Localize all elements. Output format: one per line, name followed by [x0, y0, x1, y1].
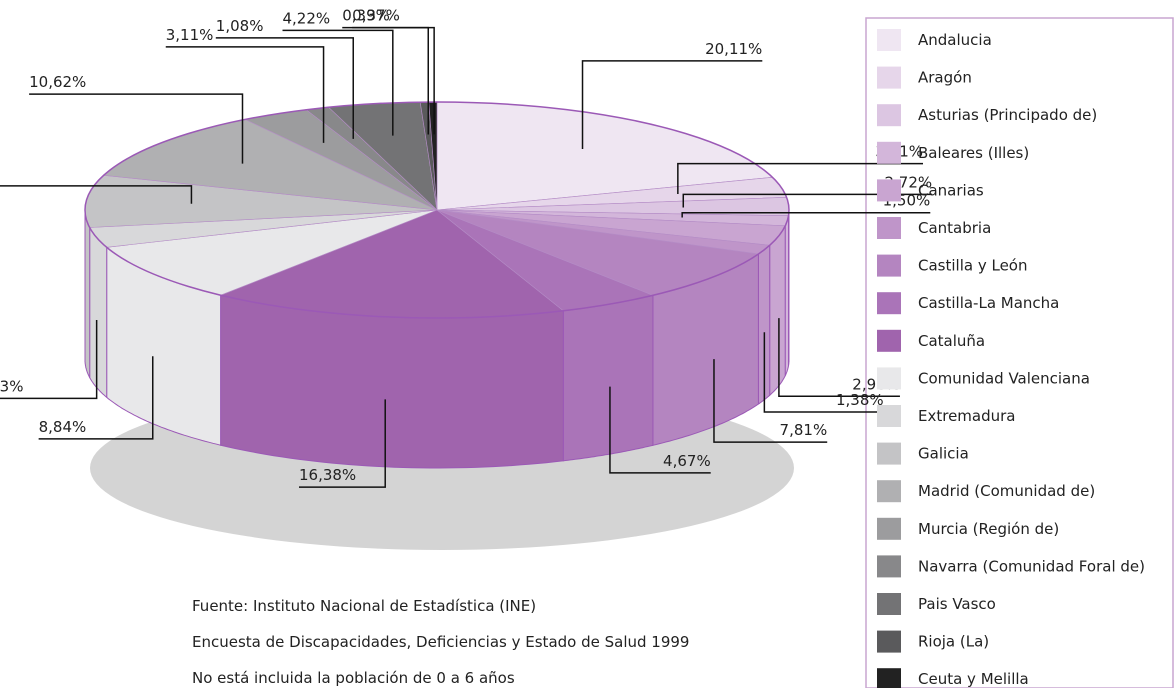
data-label: 8,84%	[39, 418, 87, 436]
legend-label: Castilla y León	[918, 257, 1027, 275]
legend-swatch	[877, 66, 901, 89]
leader-line	[29, 93, 244, 164]
legend-label: Comunidad Valenciana	[918, 369, 1090, 387]
data-label: 1,38%	[836, 391, 884, 409]
leader-line	[681, 211, 931, 218]
leader-line	[677, 162, 924, 195]
data-label: 4,67%	[663, 452, 711, 470]
pie-side	[89, 227, 108, 399]
leader-line	[38, 356, 154, 440]
leader-line	[581, 60, 763, 149]
note: Fuente: Instituto Nacional de Estadístic…	[192, 597, 536, 615]
legend-swatch	[877, 555, 901, 578]
legend-swatch	[877, 517, 901, 540]
legend-label: Aragón	[918, 69, 972, 87]
legend-swatch	[877, 254, 901, 277]
legend-swatch	[877, 29, 901, 51]
data-label: 4,22%	[283, 9, 331, 27]
legend-swatch	[877, 179, 901, 202]
legend-swatch	[877, 593, 901, 615]
leader-line	[299, 399, 386, 488]
pie-side	[220, 294, 564, 469]
leader-line	[609, 386, 711, 474]
legend-label: Baleares (Illes)	[918, 144, 1029, 162]
pie-side	[562, 294, 654, 462]
data-label: 10,62%	[29, 73, 86, 91]
data-label: 0,37%	[352, 7, 400, 25]
data-label: 7,81%	[780, 421, 828, 439]
legend-box	[865, 17, 1174, 688]
leader-line	[282, 29, 394, 136]
legend-label: Ceuta y Melilla	[918, 670, 1029, 688]
legend-label: Rioja (La)	[918, 633, 989, 651]
legend-label: Castilla-La Mancha	[918, 294, 1059, 312]
leader-line	[682, 193, 933, 208]
legend-swatch	[877, 104, 901, 127]
legend-swatch	[877, 442, 901, 465]
pie-side	[769, 225, 786, 397]
legend-swatch	[877, 630, 901, 653]
legend-label: Galicia	[918, 445, 969, 463]
leader-line	[352, 26, 435, 135]
legend-label: Navarra (Comunidad Foral de)	[918, 557, 1145, 575]
pie-rim	[84, 101, 790, 319]
legend-swatch	[877, 217, 901, 239]
legend-swatch	[877, 405, 901, 427]
legend-label: Asturias (Principado de)	[918, 106, 1097, 124]
legend-swatch	[877, 480, 901, 503]
note: Encuesta de Discapacidades, Deficiencias…	[192, 633, 689, 651]
legend-label: Andalucia	[918, 31, 992, 49]
legend-label: Pais Vasco	[918, 595, 996, 613]
leader-line	[165, 46, 325, 143]
leader-line	[763, 332, 884, 413]
data-label: 0,39%	[342, 7, 390, 25]
data-label: 1,08%	[216, 17, 264, 35]
data-label: 3,11%	[166, 26, 214, 44]
legend-swatch	[877, 367, 901, 390]
note: No está incluida la población de 0 a 6 a…	[192, 669, 515, 687]
legend-swatch	[877, 141, 901, 164]
legend-swatch	[877, 292, 901, 315]
leader-line	[0, 320, 98, 400]
leader-line	[215, 37, 354, 139]
leader-line	[0, 185, 193, 204]
legend-swatch	[877, 329, 901, 352]
legend-label: Madrid (Comunidad de)	[918, 482, 1095, 500]
legend-label: Cantabria	[918, 219, 991, 237]
legend-label: Murcia (Región de)	[918, 520, 1059, 538]
data-label: 20,11%	[705, 40, 762, 58]
legend-label: Canarias	[918, 181, 984, 199]
data-label: 16,38%	[299, 466, 356, 484]
legend-label: Cataluña	[918, 332, 985, 350]
pie-side	[84, 210, 91, 379]
legend-label: Extremadura	[918, 407, 1016, 425]
legend-swatch	[877, 668, 901, 688]
data-label: 3,03%	[0, 377, 23, 395]
leader-line	[778, 318, 900, 398]
leader-line	[713, 359, 828, 443]
